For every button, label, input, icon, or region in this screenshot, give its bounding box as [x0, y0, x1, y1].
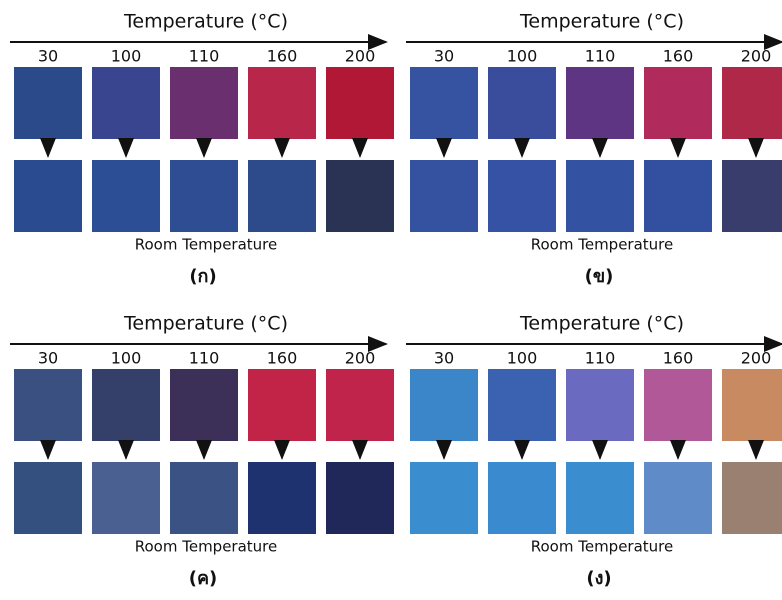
temperature-label: 200 [741, 47, 772, 66]
temperature-label: 30 [434, 349, 454, 368]
temperature-label: 200 [345, 349, 376, 368]
temperature-label: 30 [38, 349, 58, 368]
heated-swatch [92, 369, 160, 441]
heated-swatch [644, 369, 712, 441]
axis-label: Temperature (°C) [519, 313, 684, 335]
cooled-swatch [170, 462, 238, 534]
temperature-label: 160 [267, 47, 298, 66]
panel-label: (ข) [585, 266, 614, 287]
heated-swatch [488, 369, 556, 441]
heated-swatch [410, 369, 478, 441]
heated-swatch [488, 67, 556, 139]
cooled-swatch [170, 160, 238, 232]
cooled-swatch [326, 160, 394, 232]
temperature-label: 200 [741, 349, 772, 368]
axis-label: Temperature (°C) [519, 11, 684, 33]
heated-swatch [410, 67, 478, 139]
panel-label: (ค) [189, 568, 218, 589]
room-temperature-label: Room Temperature [135, 538, 278, 556]
cooled-swatch [248, 462, 316, 534]
cooled-swatch [14, 462, 82, 534]
temperature-label: 100 [111, 349, 142, 368]
cooled-swatch [566, 462, 634, 534]
axis-label: Temperature (°C) [123, 11, 288, 33]
cooled-swatch [92, 462, 160, 534]
heated-swatch [566, 67, 634, 139]
panel-label: (ง) [586, 568, 611, 589]
room-temperature-label: Room Temperature [531, 538, 674, 556]
temperature-label: 110 [189, 47, 220, 66]
temperature-label: 160 [267, 349, 298, 368]
temperature-label: 200 [345, 47, 376, 66]
heated-swatch [14, 67, 82, 139]
cooled-swatch [644, 462, 712, 534]
cooled-swatch [248, 160, 316, 232]
room-temperature-label: Room Temperature [531, 236, 674, 254]
heated-swatch [248, 369, 316, 441]
temperature-label: 110 [585, 47, 616, 66]
cooled-swatch [644, 160, 712, 232]
heated-swatch [722, 369, 782, 441]
temperature-label: 110 [585, 349, 616, 368]
temperature-label: 160 [663, 349, 694, 368]
heated-swatch [326, 67, 394, 139]
cooled-swatch [488, 462, 556, 534]
heated-swatch [170, 369, 238, 441]
cooled-swatch [14, 160, 82, 232]
temperature-label: 30 [434, 47, 454, 66]
temperature-label: 30 [38, 47, 58, 66]
heated-swatch [326, 369, 394, 441]
axis-label: Temperature (°C) [123, 313, 288, 335]
cooled-swatch [92, 160, 160, 232]
temperature-label: 110 [189, 349, 220, 368]
cooled-swatch [410, 160, 478, 232]
heated-swatch [170, 67, 238, 139]
cooled-swatch [566, 160, 634, 232]
heated-swatch [644, 67, 712, 139]
figure: Temperature (°C) 30 100 110 160 200 Room Tempe… [0, 0, 782, 600]
temperature-label: 100 [507, 349, 538, 368]
temperature-label: 160 [663, 47, 694, 66]
heated-swatch [248, 67, 316, 139]
heated-swatch [92, 67, 160, 139]
heated-swatch [14, 369, 82, 441]
heated-swatch [722, 67, 782, 139]
cooled-swatch [326, 462, 394, 534]
cooled-swatch [722, 462, 782, 534]
room-temperature-label: Room Temperature [135, 236, 278, 254]
panel-label: (ก) [189, 266, 216, 287]
heated-swatch [566, 369, 634, 441]
cooled-swatch [410, 462, 478, 534]
cooled-swatch [722, 160, 782, 232]
temperature-label: 100 [507, 47, 538, 66]
temperature-label: 100 [111, 47, 142, 66]
cooled-swatch [488, 160, 556, 232]
